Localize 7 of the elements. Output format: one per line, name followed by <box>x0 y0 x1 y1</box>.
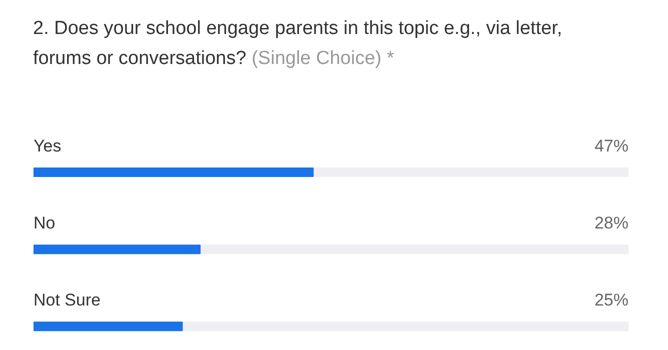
data-label: 25% <box>594 290 629 310</box>
y-tick-label: Not Sure <box>34 290 101 310</box>
chart-subtitle: (Single Choice) * <box>252 48 394 69</box>
data-label: 47% <box>594 136 629 156</box>
y-tick-label: No <box>34 213 56 232</box>
data-label: 28% <box>594 213 629 232</box>
y-tick-label: Yes <box>34 136 62 156</box>
